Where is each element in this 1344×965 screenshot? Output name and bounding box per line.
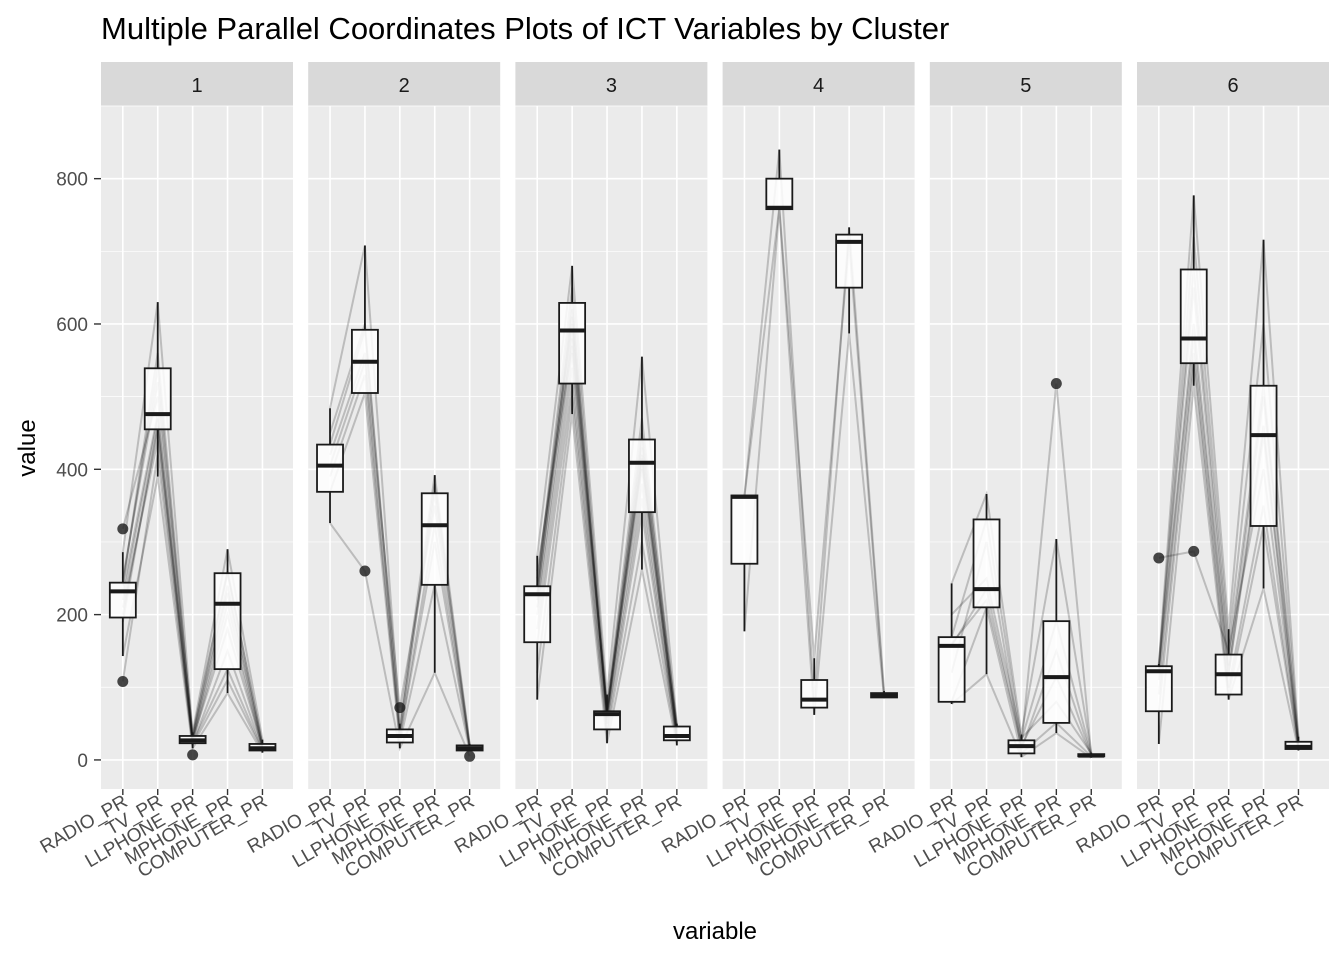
boxplot-RADIO_PR [316, 408, 344, 524]
facet-strip-label-4: 4 [813, 75, 824, 97]
box-iqr [1042, 620, 1071, 724]
parallel-line [743, 209, 886, 715]
boxplot-COMPUTER_PR [662, 723, 691, 746]
boxplot-MPHONE_PR [1249, 239, 1278, 589]
boxplot-MPHONE_PR [213, 549, 242, 694]
panel-background [101, 106, 293, 789]
facet-strip-label-6: 6 [1227, 75, 1238, 97]
facet-strip-2 [308, 62, 501, 106]
boxplot-MPHONE_PR [628, 356, 656, 570]
box-iqr [800, 679, 829, 709]
facet-strip-5 [929, 62, 1122, 106]
box-iqr [108, 581, 137, 619]
outlier-point [394, 702, 406, 714]
boxplot-LLPHONE_PR [178, 732, 207, 761]
boxplot-COMPUTER_PR [248, 739, 277, 753]
boxplot-RADIO_PR [108, 523, 137, 687]
facet-strip-label-5: 5 [1020, 75, 1031, 97]
boxplot-TV_PR [351, 245, 379, 577]
boxplot-TV_PR [143, 302, 172, 477]
boxplot-COMPUTER_PR [1077, 752, 1106, 758]
box-iqr [1179, 268, 1208, 365]
outlier-point [117, 675, 129, 687]
boxplot-TV_PR [765, 149, 794, 211]
facet-panel-2: 2RADIO_PRTV_PRLLPHONE_PRMPHONE_PRCOMPUTE… [244, 62, 501, 882]
outlier-point [359, 565, 371, 577]
y-tick-label-200: 200 [56, 606, 88, 627]
facet-panel-6: 6RADIO_PRTV_PRLLPHONE_PRMPHONE_PRCOMPUTE… [1073, 62, 1329, 882]
outlier-point [187, 749, 199, 761]
boxplot-MPHONE_PR [420, 475, 449, 673]
facet-strip-label-2: 2 [399, 75, 410, 97]
boxplot-LLPHONE_PR [385, 702, 414, 749]
box-iqr [1249, 384, 1278, 527]
y-axis-title: value [14, 419, 41, 476]
box-iqr [972, 518, 1001, 609]
boxplot-MPHONE_PR [1042, 378, 1071, 734]
box-iqr [730, 494, 759, 565]
box-iqr [765, 177, 794, 211]
outlier-point [117, 523, 129, 535]
outlier-point [464, 750, 476, 762]
facet-panels: 1RADIO_PRTV_PRLLPHONE_PRMPHONE_PRCOMPUTE… [37, 62, 1329, 882]
outlier-point [1153, 552, 1165, 564]
outlier-point [1050, 378, 1062, 390]
chart-title: Multiple Parallel Coordinates Plots of I… [101, 11, 949, 46]
x-axis-title: variable [673, 918, 757, 945]
box-iqr [662, 725, 691, 742]
box-iqr [937, 636, 966, 703]
boxplot-COMPUTER_PR [455, 743, 484, 762]
parallel-line [743, 207, 886, 697]
boxplot-COMPUTER_PR [1284, 736, 1313, 751]
box-iqr [1144, 665, 1173, 713]
box-iqr [143, 367, 172, 431]
boxplot-MPHONE_PR [835, 227, 864, 334]
boxplot-LLPHONE_PR [1007, 734, 1036, 758]
facet-strip-4 [722, 62, 915, 106]
boxplot-RADIO_PR [730, 494, 759, 632]
y-tick-label-800: 800 [56, 170, 88, 191]
box-iqr [213, 572, 242, 671]
boxplot-LLPHONE_PR [800, 658, 829, 715]
boxplot-RADIO_PR [937, 583, 966, 704]
y-tick-label-600: 600 [56, 315, 88, 336]
box-iqr [316, 443, 344, 493]
y-tick-label-400: 400 [56, 460, 88, 481]
facet-strip-3 [515, 62, 708, 106]
boxplot-LLPHONE_PR [1214, 629, 1243, 700]
facet-strip-6 [1137, 62, 1329, 106]
box-iqr [420, 492, 449, 586]
y-tick-label-0: 0 [77, 751, 88, 772]
panel-background [722, 106, 915, 789]
boxplot-LLPHONE_PR [593, 694, 621, 744]
boxplot-TV_PR [558, 265, 587, 415]
facet-strip-1 [101, 62, 293, 106]
y-axis: 0 200 400 600 800 [56, 170, 101, 772]
facet-panel-5: 5RADIO_PRTV_PRLLPHONE_PRMPHONE_PRCOMPUTE… [865, 62, 1122, 882]
boxplot-TV_PR [1179, 195, 1208, 557]
boxplot-TV_PR [972, 494, 1001, 675]
panel-background [515, 106, 708, 789]
facet-strip-label-1: 1 [191, 75, 202, 97]
facet-strip-label-3: 3 [606, 75, 617, 97]
box-iqr [558, 302, 587, 385]
outlier-point [1188, 545, 1200, 557]
boxplot-COMPUTER_PR [870, 690, 898, 699]
box-iqr [628, 438, 656, 514]
boxplot-RADIO_PR [1144, 552, 1173, 744]
boxplot-RADIO_PR [523, 555, 552, 700]
